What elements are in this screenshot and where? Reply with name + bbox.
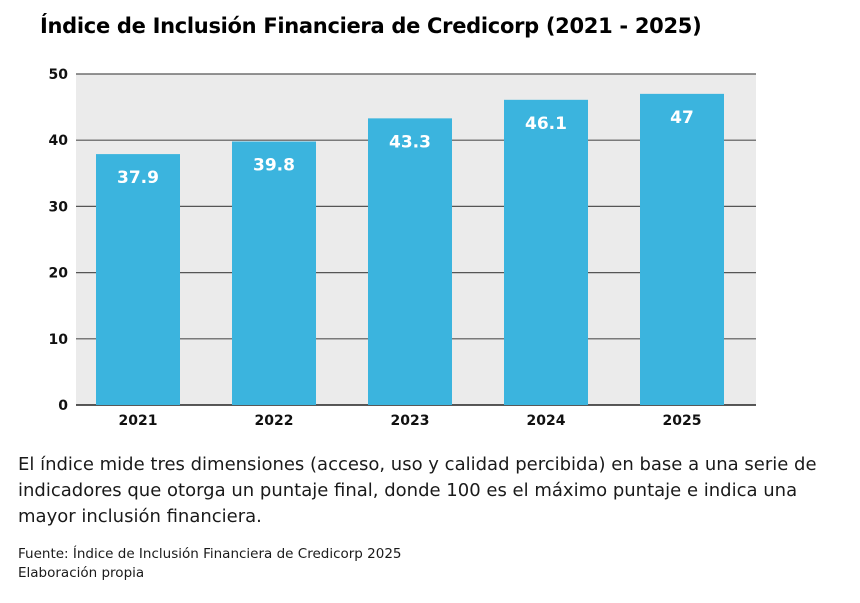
y-tick-label: 40 [49, 133, 69, 149]
x-tick-label: 2022 [255, 413, 294, 429]
value-label: 37.9 [117, 168, 159, 188]
y-tick-label: 30 [49, 199, 69, 215]
chart-title: Índice de Inclusión Financiera de Credic… [40, 14, 702, 38]
credit-line: Elaboración propia [18, 565, 145, 581]
value-label: 46.1 [525, 114, 567, 134]
x-tick-label: 2021 [119, 413, 158, 429]
source-line: Fuente: Índice de Inclusión Financiera d… [18, 546, 402, 562]
y-tick-label: 20 [49, 266, 69, 282]
x-tick-label: 2024 [527, 413, 566, 429]
y-tick-label: 0 [58, 398, 68, 414]
bar-2024 [504, 99, 588, 406]
value-label: 39.8 [253, 156, 295, 176]
x-tick-label: 2023 [391, 413, 430, 429]
y-axis-tick-labels: 0 10 20 30 40 50 [49, 67, 69, 414]
value-label: 47 [670, 108, 694, 128]
chart-description: El índice mide tres dimensiones (acceso,… [18, 454, 817, 527]
bar-2021 [96, 154, 180, 405]
y-tick-label: 10 [49, 332, 69, 348]
x-tick-label: 2025 [663, 413, 702, 429]
source-note: Fuente: Índice de Inclusión Financiera d… [18, 545, 402, 583]
bar-2022 [232, 141, 316, 406]
bar-2025 [640, 93, 724, 406]
bars [96, 93, 724, 406]
value-labels: 37.9 39.8 43.3 46.1 47 [117, 108, 694, 188]
x-axis-tick-labels: 2021 2022 2023 2024 2025 [119, 413, 702, 429]
bar-2023 [368, 118, 452, 405]
value-label: 43.3 [389, 132, 431, 152]
y-tick-label: 50 [49, 67, 69, 83]
